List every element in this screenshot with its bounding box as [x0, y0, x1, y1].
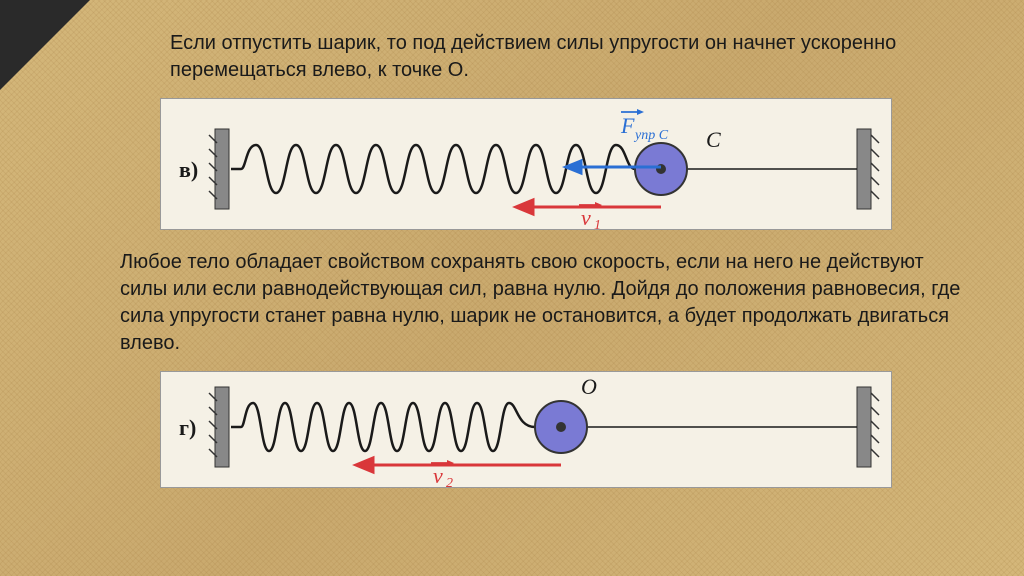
panel-label-g: г) — [179, 415, 196, 440]
velocity-sub-2: 2 — [446, 476, 453, 487]
velocity-label-2: v — [433, 463, 443, 487]
velocity-sub-1: 1 — [594, 218, 601, 229]
paragraph-2: Любое тело обладает свойством сохранять … — [120, 249, 964, 357]
velocity-label-1: v — [581, 205, 591, 229]
point-label-c: C — [706, 127, 721, 152]
diagram-g-svg: г) O v 2 — [161, 372, 891, 487]
slide-content: Если отпустить шарик, то под действием с… — [0, 0, 1024, 513]
panel-label-v: в) — [179, 157, 198, 182]
force-label: F — [620, 113, 635, 138]
force-subscript: упр C — [633, 128, 669, 143]
point-label-o: O — [581, 374, 597, 399]
diagram-v: в) C F упр C v 1 — [160, 98, 892, 230]
corner-triangle-decor — [0, 0, 90, 90]
diagram-g: г) O v 2 — [160, 371, 892, 488]
diagram-v-svg: в) C F упр C v 1 — [161, 99, 891, 229]
paragraph-1: Если отпустить шарик, то под действием с… — [170, 30, 964, 84]
